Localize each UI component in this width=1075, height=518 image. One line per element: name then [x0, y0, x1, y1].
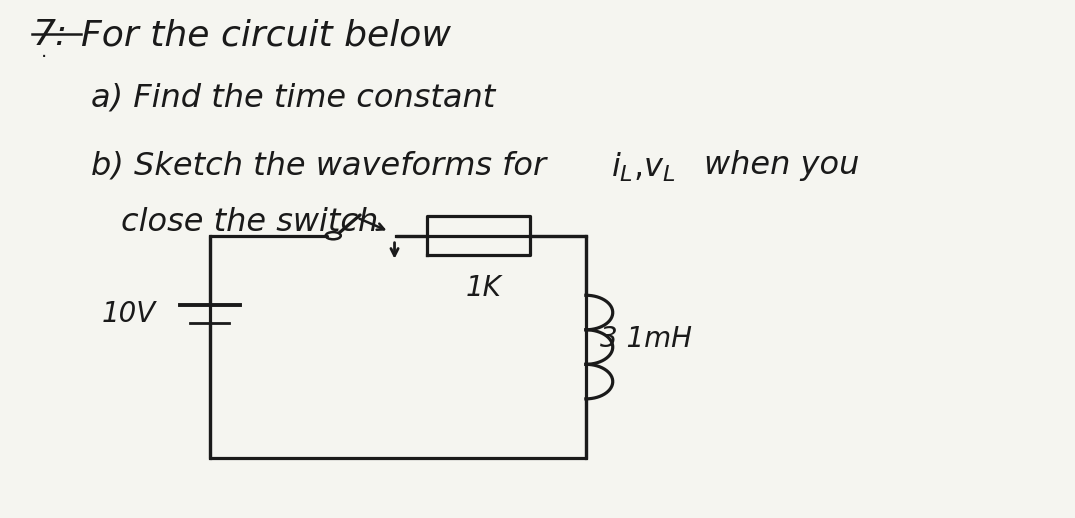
- Text: close the switch: close the switch: [121, 207, 378, 238]
- Text: when you: when you: [704, 150, 860, 181]
- Text: a) Find the time constant: a) Find the time constant: [91, 83, 496, 114]
- Text: 10V: 10V: [102, 299, 156, 327]
- Text: For the circuit below: For the circuit below: [81, 18, 450, 52]
- Text: 7:: 7:: [32, 18, 68, 52]
- Text: $\mathit{i}_{L}$,$\mathit{v}_{L}$: $\mathit{i}_{L}$,$\mathit{v}_{L}$: [611, 150, 675, 183]
- Text: b) Sketch the waveforms for: b) Sketch the waveforms for: [91, 150, 557, 181]
- Text: 1K: 1K: [465, 274, 502, 301]
- Text: .: .: [41, 42, 47, 62]
- Text: 3 1mH: 3 1mH: [600, 325, 692, 353]
